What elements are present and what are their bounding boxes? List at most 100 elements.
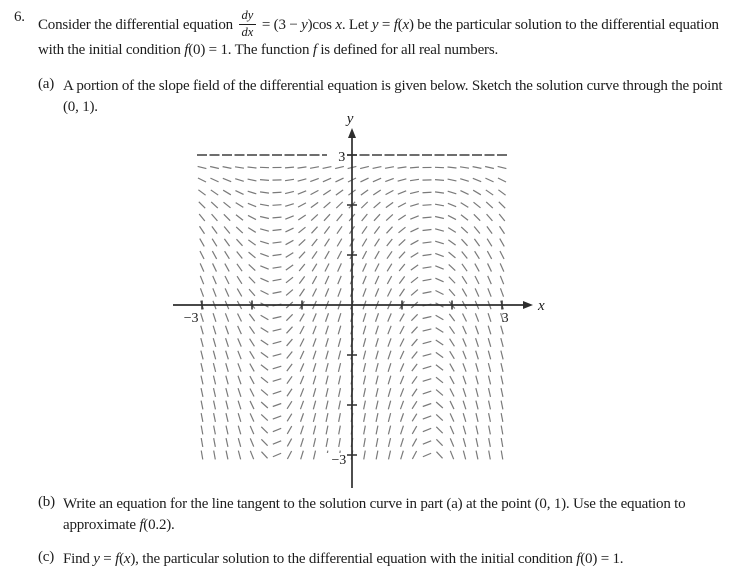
problem-number: 6. (14, 9, 25, 25)
slope-segment (260, 265, 269, 270)
slope-segment (235, 190, 244, 195)
slope-segment (449, 375, 455, 385)
slope-segment (500, 375, 504, 385)
slope-segment (285, 215, 294, 220)
slope-segment (311, 288, 318, 297)
slope-segment (260, 376, 269, 384)
slope-segment (462, 438, 467, 447)
slope-segment (285, 227, 294, 233)
slope-segment (487, 400, 492, 410)
slope-segment (462, 450, 467, 460)
slope-segment (272, 340, 282, 345)
slope-segment (372, 177, 382, 183)
slope-segment (487, 375, 492, 385)
slope-segment (337, 362, 342, 373)
slope-segment (247, 190, 257, 195)
slope-segment (259, 203, 270, 207)
slope-segment (449, 350, 455, 360)
slope-segment (449, 438, 455, 447)
slope-segment (310, 201, 319, 209)
slope-segment (398, 251, 406, 259)
slope-segment (337, 275, 342, 285)
slope-segment (487, 263, 492, 272)
slope-segment (237, 325, 242, 335)
slope-segment (248, 313, 256, 322)
slope-segment (338, 425, 341, 435)
slope-segment (337, 375, 342, 385)
slope-segment (387, 338, 392, 347)
slope-segment (336, 225, 343, 235)
slope-segment (411, 351, 418, 359)
slope-segment (399, 413, 405, 422)
slope-segment (422, 402, 432, 408)
slope-segment (499, 288, 505, 297)
slope-segment (272, 204, 282, 206)
slope-segment (460, 202, 469, 208)
slope-segment (384, 166, 395, 169)
slope-segment (225, 450, 229, 460)
slope-segment (247, 202, 257, 208)
slope-segment (212, 350, 217, 360)
slope-segment (225, 350, 229, 360)
slope-segment (487, 325, 492, 335)
slope-segment (312, 437, 317, 448)
label-backplate (327, 149, 344, 163)
slope-segment (462, 413, 467, 422)
slope-field-figure: y x 3 −3 −3 3 (173, 111, 545, 488)
slope-segment (488, 425, 491, 435)
slope-segment (260, 351, 269, 359)
slope-segment (387, 437, 392, 448)
slope-segment (286, 400, 293, 410)
slope-segment (411, 338, 418, 347)
slope-segment (362, 338, 367, 347)
slope-segment (385, 189, 394, 196)
slope-segment (198, 213, 206, 222)
slope-segment (286, 413, 293, 422)
slope-segment (422, 278, 432, 282)
slope-segment (499, 263, 505, 272)
slope-segment (211, 213, 218, 222)
slope-segment (286, 338, 293, 347)
slope-segment (387, 350, 392, 360)
slope-segment (500, 400, 504, 410)
label-backplate (321, 453, 345, 466)
slope-segment (363, 437, 366, 448)
slope-segment (474, 313, 480, 322)
slope-segment (448, 263, 456, 272)
slope-segment (422, 415, 432, 420)
slope-segment (435, 252, 444, 258)
slope-segment (335, 201, 344, 209)
slope-segment (422, 241, 432, 244)
slope-segment (249, 450, 255, 460)
slope-segment (475, 387, 479, 398)
slope-segment (223, 201, 231, 209)
slope-segment (500, 450, 504, 460)
slope-segment (373, 201, 381, 209)
slope-segment (272, 390, 282, 395)
slope-segment (397, 190, 407, 195)
slope-segment (225, 375, 229, 385)
slope-segment (361, 213, 368, 222)
slope-segment (272, 427, 282, 433)
slope-segment (422, 440, 432, 445)
slope-segment (447, 214, 457, 221)
slope-segment (325, 425, 329, 435)
slope-segment (374, 275, 380, 285)
slope-segment (485, 201, 494, 209)
slope-segment (385, 177, 394, 183)
slope-segment (225, 363, 229, 372)
slope-segment (362, 375, 367, 385)
slope-segment (249, 425, 255, 435)
slope-segment (399, 363, 405, 372)
slope-segment (325, 437, 329, 448)
slope-segment (475, 338, 479, 347)
slope-segment (461, 238, 468, 247)
slope-segment (200, 412, 204, 423)
slope-segment (298, 251, 306, 259)
slope-segment (374, 250, 380, 260)
part-b-text: Write an equation for the line tangent t… (63, 496, 686, 534)
slope-segment (497, 165, 507, 170)
slope-segment (461, 263, 468, 272)
slope-segment (225, 437, 229, 448)
slope-segment (211, 225, 218, 235)
